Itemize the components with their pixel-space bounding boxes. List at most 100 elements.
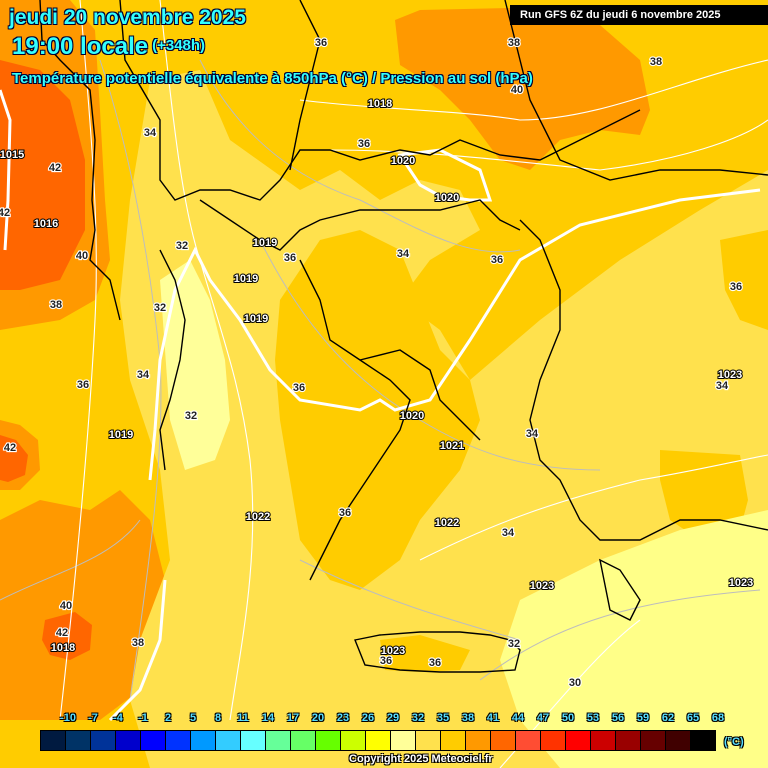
colorbar-swatch	[466, 731, 491, 750]
colorbar-swatch	[241, 731, 266, 750]
forecast-lead-time: (+348h)	[152, 37, 206, 54]
colorbar-tick-label: 17	[286, 712, 300, 724]
theta-e-value-label: 36	[315, 37, 327, 49]
theta-e-value-label: 36	[77, 379, 89, 391]
colorbar-tick-label: 38	[461, 712, 475, 724]
colorbar-swatch	[166, 731, 191, 750]
colorbar-tick-label: 11	[237, 712, 249, 724]
colorbar-tick-label: 23	[336, 712, 350, 724]
colorbar-unit: (°C)	[724, 736, 744, 748]
field-44-47-sw-core	[42, 612, 92, 660]
colorbar-swatch	[116, 731, 141, 750]
field-32-35-adriatic	[160, 260, 230, 470]
colorbar-swatch	[141, 731, 166, 750]
colorbar-swatch	[266, 731, 291, 750]
theta-e-value-label: 30	[569, 677, 581, 689]
pressure-value-label: 1023	[729, 577, 753, 589]
field-41-44-northeast	[395, 8, 650, 170]
colorbar-tick-label: 14	[261, 712, 275, 724]
parameter-title: Température potentielle équivalente à 85…	[12, 70, 533, 87]
theta-e-value-label: 36	[730, 281, 742, 293]
theta-e-value-label: 40	[511, 84, 523, 96]
colorbar-tick-label: 62	[661, 712, 675, 724]
pressure-value-label: 1023	[530, 580, 554, 592]
colorbar-swatch	[366, 731, 391, 750]
forecast-time: 19:00 locale (+348h)	[12, 33, 205, 61]
colorbar	[40, 730, 716, 751]
pressure-value-label: 1019	[234, 273, 258, 285]
colorbar-swatch	[41, 731, 66, 750]
colorbar-swatch	[216, 731, 241, 750]
colorbar-tick-label: 8	[214, 712, 222, 724]
pressure-value-label: 1022	[246, 511, 270, 523]
theta-e-value-label: 36	[339, 507, 351, 519]
colorbar-tick-label: 44	[511, 712, 525, 724]
theta-e-value-label: 34	[526, 428, 539, 440]
copyright: Copyright 2025 Meteociel.fr	[349, 753, 493, 765]
colorbar-tick-label: 29	[386, 712, 400, 724]
pressure-label-group: 1015 1016 1018 1020 1020 1019 1019 1019 1019 1020…	[0, 97, 754, 658]
colorbar-ticks: -10 -7 -4 -1 2 5 8 11 14 17 20 23 26 29 32 35 38 41 44 47 50…	[40, 712, 740, 726]
colorbar-tick-label: 32	[411, 712, 425, 724]
pressure-value-label: 1018	[368, 98, 392, 110]
pressure-value-label: 1021	[440, 440, 464, 452]
theta-e-value-label: 38	[650, 56, 662, 68]
theta-e-value-label: 42	[56, 627, 68, 639]
colorbar-swatch	[291, 731, 316, 750]
run-info-box: Run GFS 6Z du jeudi 6 novembre 2025	[510, 5, 768, 25]
isobar-lines	[59, 0, 768, 768]
theta-e-value-label: 40	[76, 250, 88, 262]
colorbar-tick-label: 20	[311, 712, 325, 724]
theta-e-value-label: 36	[491, 254, 503, 266]
field-32-35-southeast	[500, 510, 768, 768]
colorbar-tick-label: 47	[536, 712, 550, 724]
theta-e-value-label: 34	[144, 127, 157, 139]
pressure-value-label: 1019	[253, 237, 277, 249]
field-41-44-southwest	[0, 490, 165, 720]
colorbar-tick-label: -1	[138, 712, 148, 724]
colorbar-swatch	[566, 731, 591, 750]
colorbar-swatch	[591, 731, 616, 750]
colorbar-swatch	[416, 731, 441, 750]
pressure-value-label: 1023	[718, 369, 742, 381]
colorbar-tick-label: 59	[636, 712, 650, 724]
colorbar-tick-label: 65	[686, 712, 700, 724]
colorbar-swatch	[66, 731, 91, 750]
colorbar-tick-label: 50	[561, 712, 575, 724]
theta-e-value-label: 32	[154, 302, 166, 314]
theta-e-value-label: 36	[380, 655, 392, 667]
colorbar-swatch	[191, 731, 216, 750]
colorbar-swatch	[316, 731, 341, 750]
pressure-value-label: 1020	[400, 410, 424, 422]
colorbar-swatch	[441, 731, 466, 750]
colorbar-tick-label: 41	[486, 712, 500, 724]
pressure-value-label: 1023	[381, 645, 405, 657]
colorbar-tick-label: -10	[60, 712, 76, 724]
coastlines-borders	[39, 0, 768, 673]
field-44-47-left-mid	[0, 435, 28, 482]
colorbar-tick-label: 2	[164, 712, 172, 724]
colorbar-tick-label: -7	[88, 712, 98, 724]
pressure-value-label: 1019	[244, 313, 268, 325]
theta-e-value-label: 38	[132, 637, 144, 649]
theta-e-value-label: 34	[716, 380, 729, 392]
forecast-date: jeudi 20 novembre 2025	[9, 6, 246, 29]
theta-e-contours	[0, 59, 761, 701]
theta-e-value-label: 42	[0, 207, 10, 219]
colorbar-swatch	[341, 731, 366, 750]
forecast-local-time: 19:00 locale	[12, 33, 149, 60]
theta-e-value-label: 36	[293, 382, 305, 394]
pressure-value-label: 1019	[109, 429, 133, 441]
theta-e-value-label: 34	[137, 369, 150, 381]
colorbar-tick-label: 68	[711, 712, 725, 724]
theta-e-value-label: 34	[397, 248, 410, 260]
theta-e-label-group: 36 38 38 40 34 42 42 36 40 38 32 32 36 34 36 36 36 34 36 32…	[0, 36, 743, 690]
theta-e-value-label: 32	[185, 410, 197, 422]
pressure-value-label: 1020	[435, 192, 459, 204]
colorbar-tick-label: 53	[586, 712, 600, 724]
colorbar-tick-label: -4	[113, 712, 123, 724]
theta-e-value-label: 40	[60, 600, 72, 612]
theta-e-value-label: 32	[508, 638, 520, 650]
